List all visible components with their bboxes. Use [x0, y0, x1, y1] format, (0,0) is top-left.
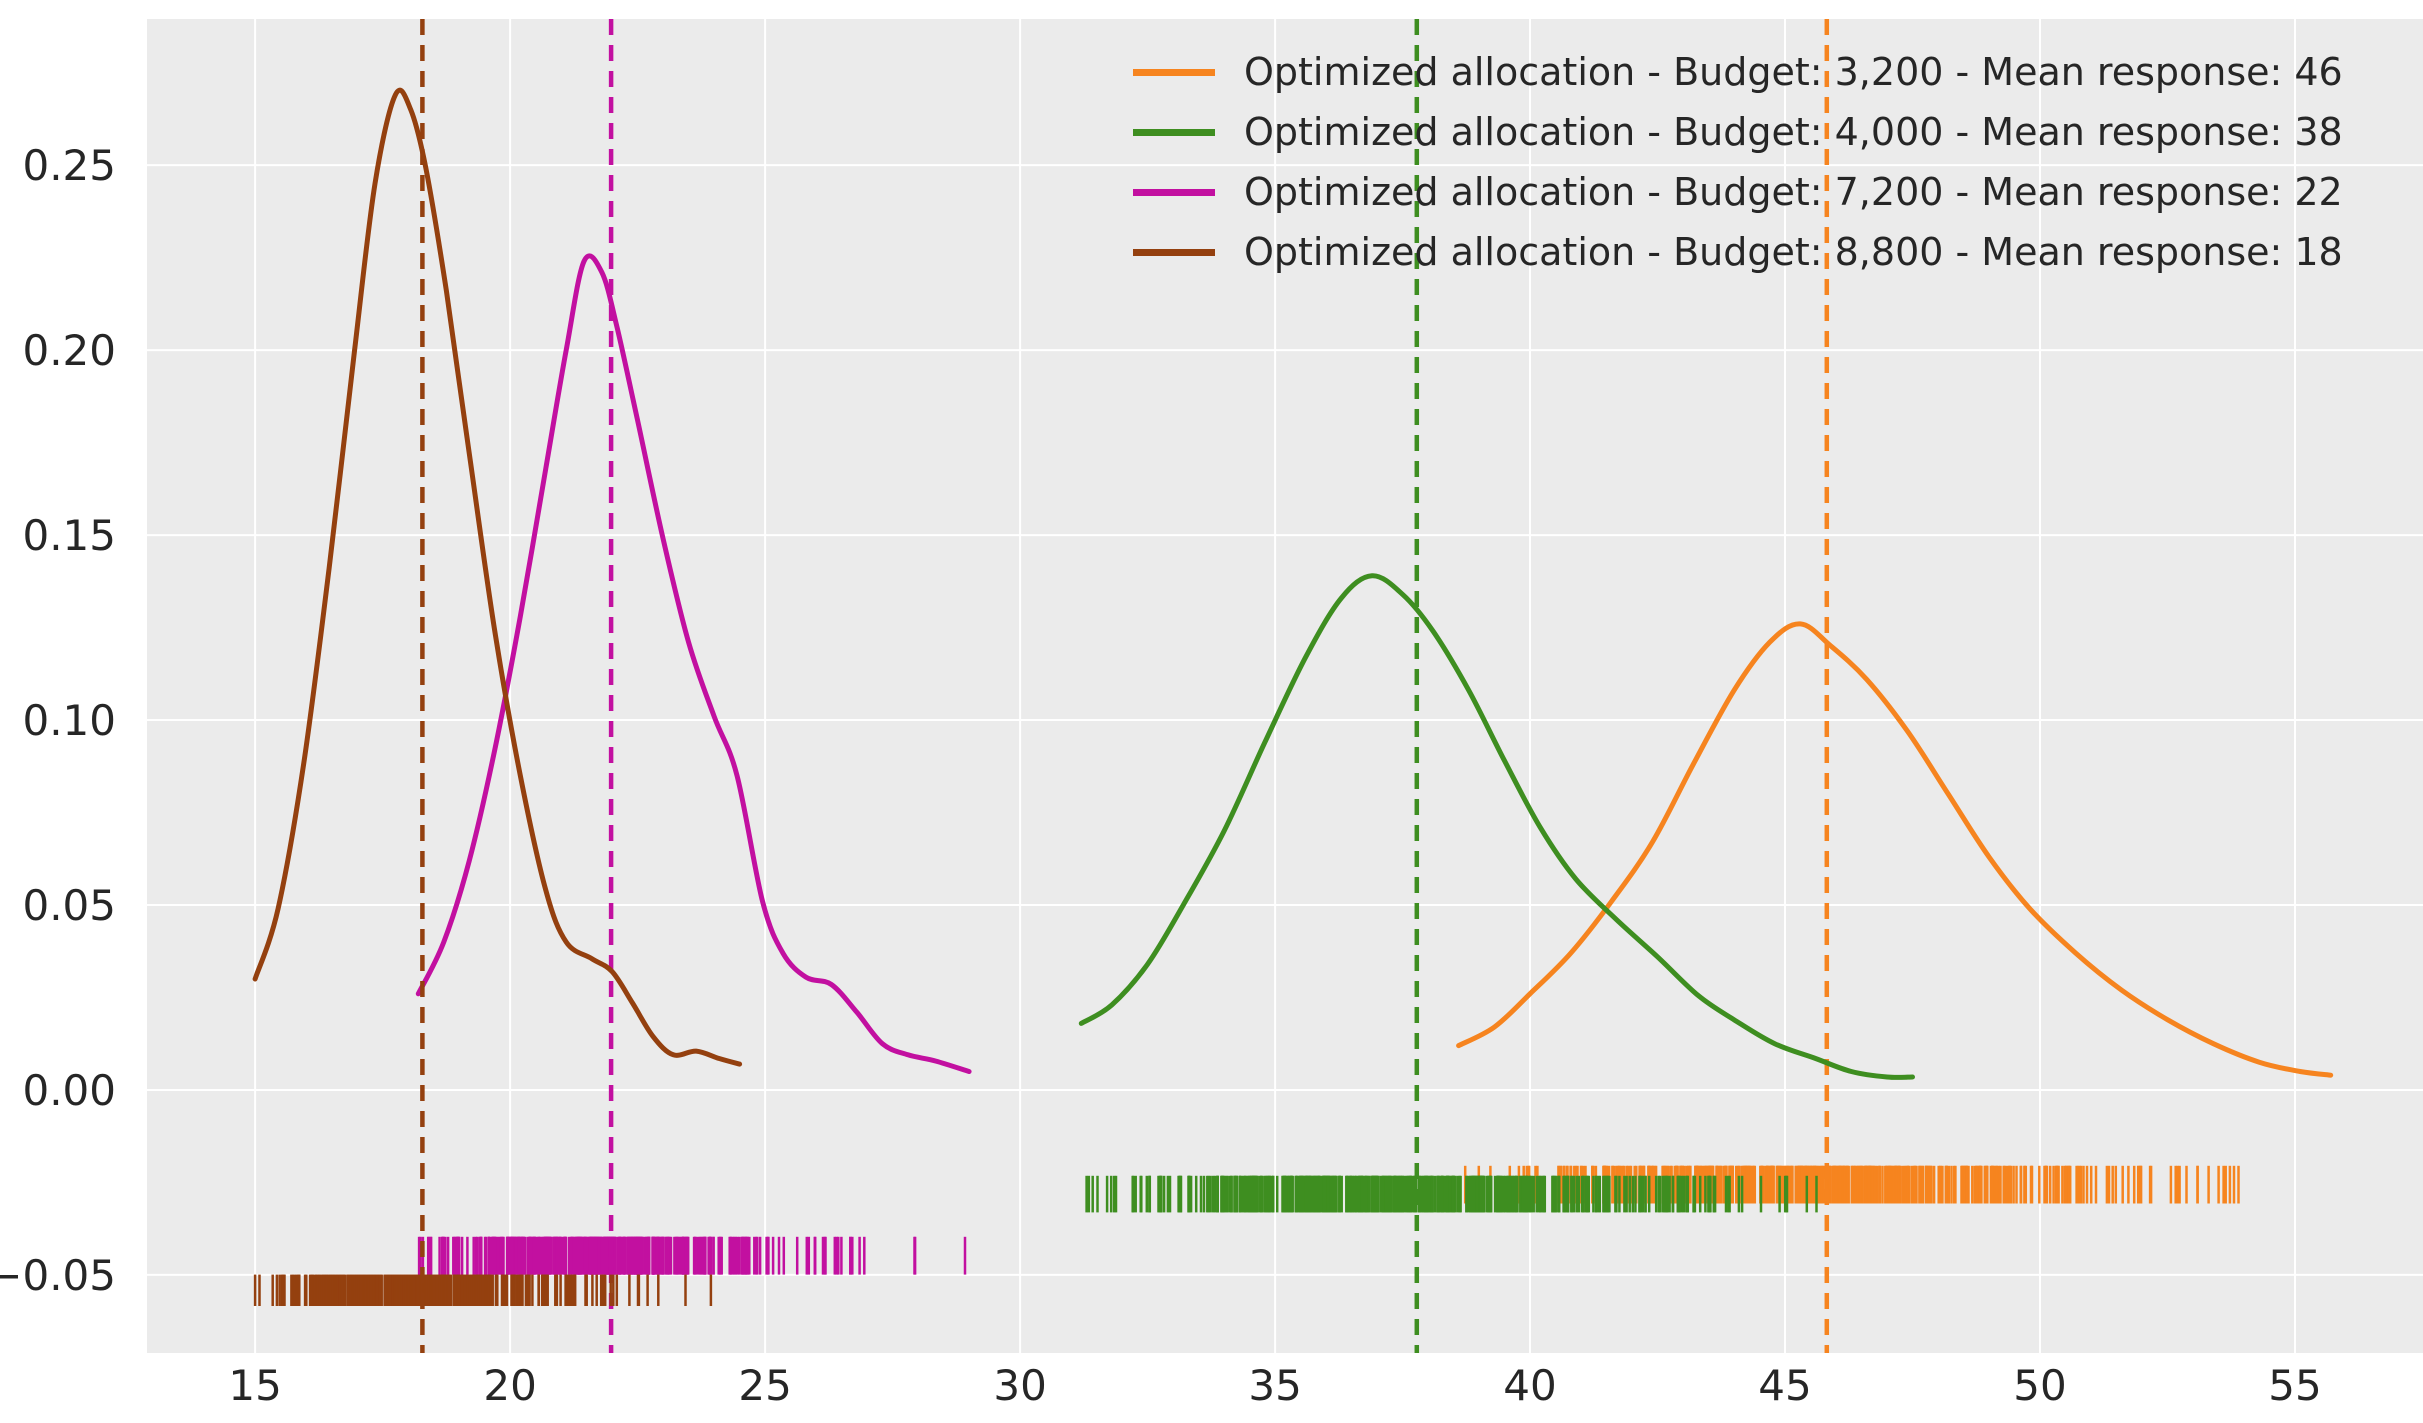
y-tick-label-0: 0.00: [22, 1066, 116, 1115]
legend-line-swatch-orange: [1133, 68, 1215, 76]
legend-label: Optimized allocation - Budget: 8,800 - M…: [1244, 230, 2343, 274]
y-tick-label-0.25: 0.25: [22, 141, 116, 190]
x-tick-label-15: 15: [228, 1361, 281, 1410]
rug-budget-4000: [1085, 1175, 1818, 1213]
kde-curve-budget-7200: [415, 253, 972, 1074]
y-tick-label--0.05: −0.05: [0, 1251, 116, 1300]
x-tick-label-20: 20: [483, 1361, 536, 1410]
y-tick-label-0.15: 0.15: [22, 511, 116, 560]
legend: Optimized allocation - Budget: 3,200 - M…: [1133, 42, 2343, 282]
y-tick-label-0.05: 0.05: [22, 881, 116, 930]
legend-line-swatch-green: [1133, 128, 1215, 136]
legend-line-swatch-magenta: [1133, 188, 1215, 196]
legend-entry-budget-3200: Optimized allocation - Budget: 3,200 - M…: [1133, 42, 2343, 102]
x-tick-label-40: 40: [1503, 1361, 1556, 1410]
legend-label: Optimized allocation - Budget: 4,000 - M…: [1244, 110, 2343, 154]
series-budget-8800: [252, 19, 743, 1353]
x-tick-label-30: 30: [993, 1361, 1046, 1410]
rug-budget-8800: [253, 1274, 713, 1306]
legend-entry-budget-7200: Optimized allocation - Budget: 7,200 - M…: [1133, 162, 2343, 222]
x-tick-label-45: 45: [1758, 1361, 1811, 1410]
legend-label: Optimized allocation - Budget: 3,200 - M…: [1244, 50, 2343, 94]
x-tick-label-55: 55: [2268, 1361, 2321, 1410]
legend-label: Optimized allocation - Budget: 7,200 - M…: [1244, 170, 2343, 214]
legend-line-swatch-brown: [1133, 248, 1215, 256]
x-tick-label-35: 35: [1248, 1361, 1301, 1410]
kde-curve-budget-8800: [252, 87, 743, 1067]
legend-entry-budget-8800: Optimized allocation - Budget: 8,800 - M…: [1133, 222, 2343, 282]
y-tick-label-0.1: 0.10: [22, 696, 116, 745]
kde-curve-budget-3200: [1456, 621, 2334, 1078]
legend-entry-budget-4000: Optimized allocation - Budget: 4,000 - M…: [1133, 102, 2343, 162]
plot-area: [147, 19, 2423, 1353]
x-tick-label-25: 25: [738, 1361, 791, 1410]
rug-budget-7200: [417, 1236, 967, 1275]
kde-curve-budget-4000: [1078, 573, 1915, 1080]
x-tick-label-50: 50: [2013, 1361, 2066, 1410]
y-tick-label-0.2: 0.20: [22, 326, 116, 375]
series-budget-4000: [1078, 19, 1915, 1353]
series-budget-7200: [415, 19, 972, 1353]
